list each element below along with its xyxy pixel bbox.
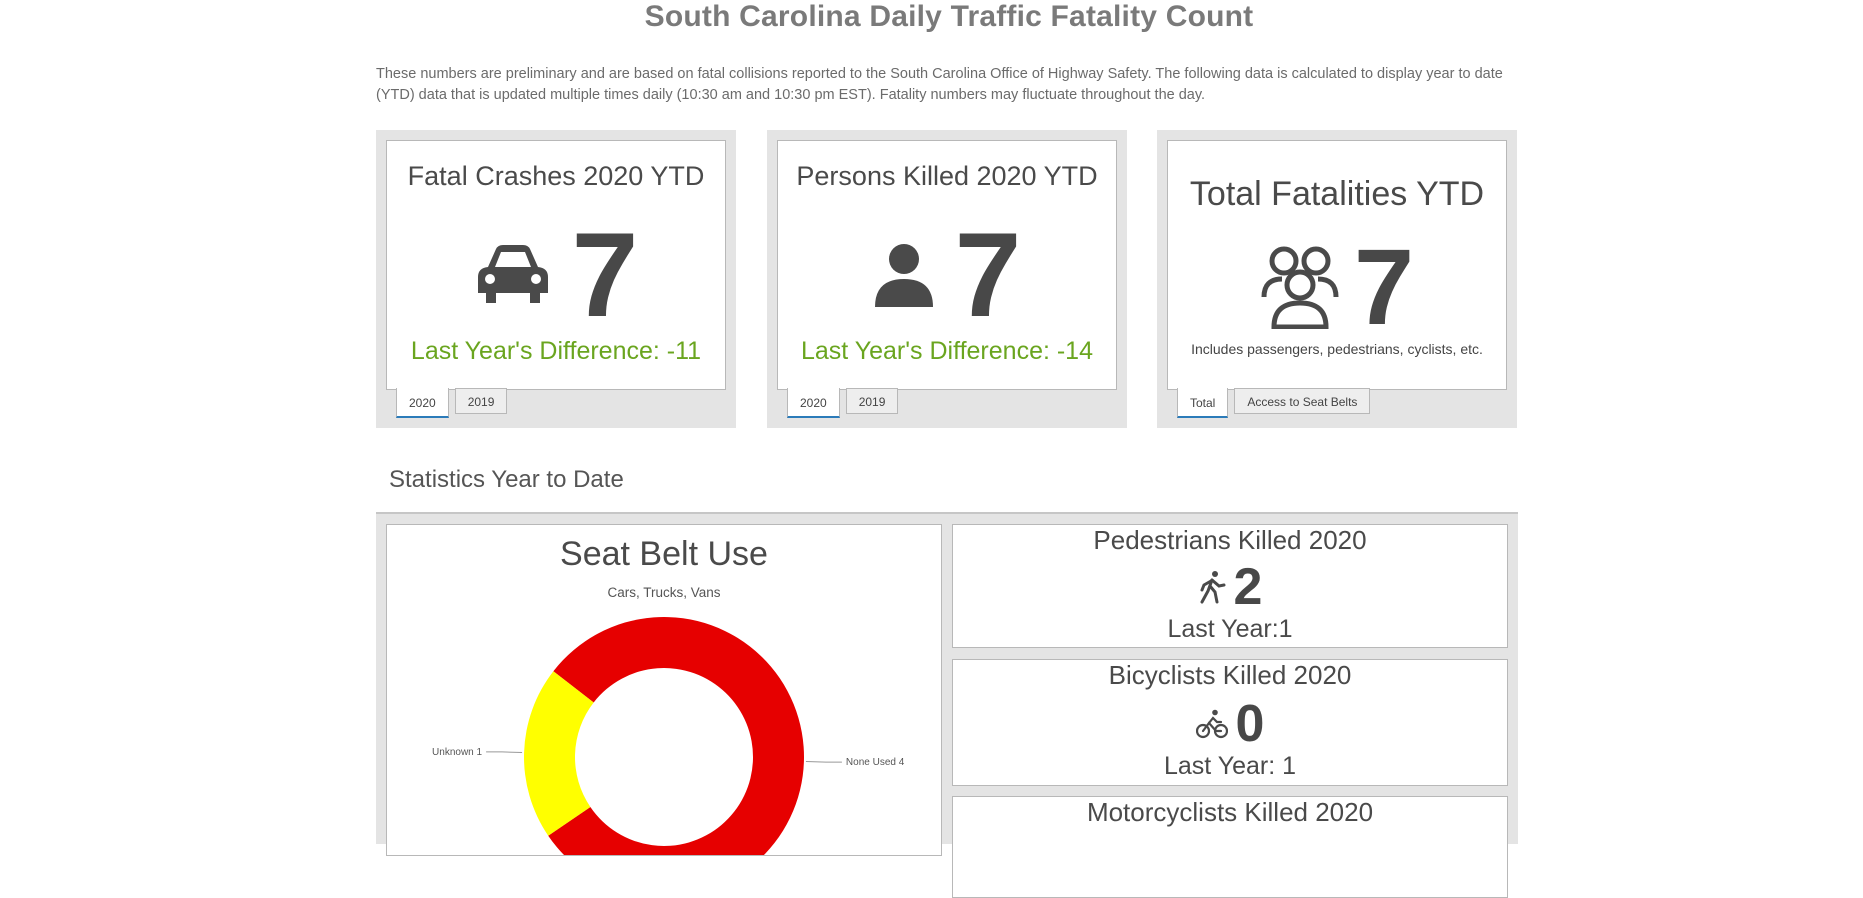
car-icon xyxy=(474,243,552,307)
tab-2020[interactable]: 2020 xyxy=(396,388,449,418)
tab-access-to-seat-belts[interactable]: Access to Seat Belts xyxy=(1234,388,1371,414)
pie-slice-none-used[interactable] xyxy=(548,617,804,855)
seat-belt-card: Seat Belt Use Cars, Trucks, Vans None Us… xyxy=(386,524,942,856)
page-title: South Carolina Daily Traffic Fatality Co… xyxy=(644,0,1254,33)
pedestrians-last-year: Last Year:1 xyxy=(1167,615,1293,643)
group-icon xyxy=(1260,245,1340,330)
person-icon xyxy=(873,243,935,307)
bicyclists-card: Bicyclists Killed 2020 0 Last Year: 1 xyxy=(952,659,1508,786)
bicyclists-title: Bicyclists Killed 2020 xyxy=(1108,660,1352,690)
total-fatalities-value: 7 xyxy=(1353,226,1415,347)
tab-total[interactable]: Total xyxy=(1177,388,1229,418)
total-fatalities-card: Total Fatalities YTD 7 Includes passenge… xyxy=(1167,140,1507,390)
total-fatalities-tabs: Total Access to Seat Belts xyxy=(1177,388,1371,418)
total-fatalities-title: Total Fatalities YTD xyxy=(1189,175,1485,213)
fatal-crashes-diff: Last Year's Difference: -11 xyxy=(410,337,702,365)
seat-belt-title: Seat Belt Use xyxy=(560,535,768,573)
persons-killed-tabs: 2020 2019 xyxy=(787,388,899,418)
motorcyclists-card: Motorcyclists Killed 2020 xyxy=(952,796,1508,898)
pie-leader-line xyxy=(486,751,523,754)
pie-label: Unknown 1 xyxy=(432,747,482,758)
seat-belt-subtitle: Cars, Trucks, Vans xyxy=(607,585,721,600)
pedestrians-card: Pedestrians Killed 2020 2 Last Year:1 xyxy=(952,524,1508,648)
pedestrian-icon xyxy=(1198,570,1226,604)
tab-2019[interactable]: 2019 xyxy=(845,388,899,414)
bicycle-icon xyxy=(1195,709,1228,739)
persons-killed-value: 7 xyxy=(954,208,1022,342)
tab-2019[interactable]: 2019 xyxy=(454,388,508,414)
total-fatalities-panel: Total Fatalities YTD 7 Includes passenge… xyxy=(1157,130,1517,428)
fatal-crashes-value: 7 xyxy=(571,208,639,342)
bicyclists-value: 0 xyxy=(1235,695,1265,753)
intro-text: These numbers are preliminary and are ba… xyxy=(376,66,1503,103)
persons-killed-card: Persons Killed 2020 YTD 7 Last Year's Di… xyxy=(777,140,1117,390)
pie-leader-line xyxy=(805,760,842,763)
seat-belt-chart: None Used 4 Unknown 1 xyxy=(432,617,905,855)
statistics-panel: Seat Belt Use Cars, Trucks, Vans None Us… xyxy=(376,512,1518,898)
tab-2020[interactable]: 2020 xyxy=(787,388,840,418)
pedestrians-title: Pedestrians Killed 2020 xyxy=(1093,525,1367,555)
section-title: Statistics Year to Date xyxy=(389,466,624,493)
fatal-crashes-panel: Fatal Crashes 2020 YTD 7 Last Year's Dif… xyxy=(376,130,736,428)
motorcyclists-title: Motorcyclists Killed 2020 xyxy=(1086,797,1374,827)
fatal-crashes-title: Fatal Crashes 2020 YTD xyxy=(407,161,705,191)
pie-slice-unknown[interactable] xyxy=(524,671,594,836)
total-fatalities-note: Includes passengers, pedestrians, cyclis… xyxy=(1191,341,1483,357)
persons-killed-panel: Persons Killed 2020 YTD 7 Last Year's Di… xyxy=(767,130,1127,428)
bicyclists-last-year: Last Year: 1 xyxy=(1163,752,1297,780)
pie-label: None Used 4 xyxy=(846,757,905,768)
fatal-crashes-tabs: 2020 2019 xyxy=(396,388,508,418)
persons-killed-title: Persons Killed 2020 YTD xyxy=(796,161,1098,191)
fatal-crashes-card: Fatal Crashes 2020 YTD 7 Last Year's Dif… xyxy=(386,140,726,390)
persons-killed-diff: Last Year's Difference: -14 xyxy=(801,337,1093,365)
pedestrians-value: 2 xyxy=(1233,558,1263,616)
